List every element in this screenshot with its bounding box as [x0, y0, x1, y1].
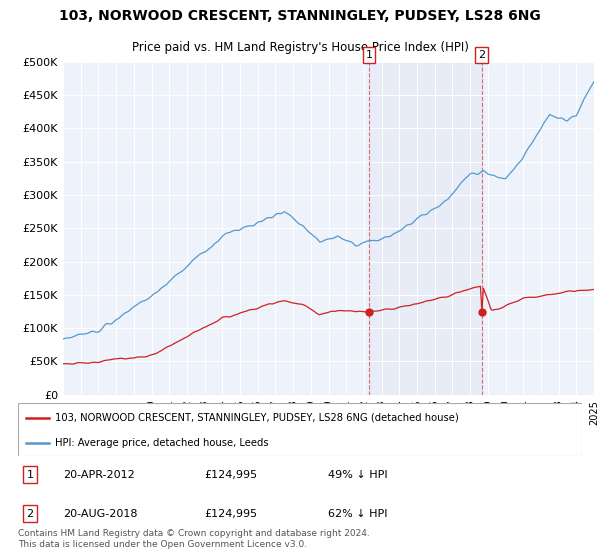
Text: 20-APR-2012: 20-APR-2012 [63, 470, 135, 479]
Text: 103, NORWOOD CRESCENT, STANNINGLEY, PUDSEY, LS28 6NG (detached house): 103, NORWOOD CRESCENT, STANNINGLEY, PUDS… [55, 413, 458, 423]
Text: 1: 1 [366, 50, 373, 60]
Text: Contains HM Land Registry data © Crown copyright and database right 2024.
This d: Contains HM Land Registry data © Crown c… [18, 529, 370, 549]
Text: HPI: Average price, detached house, Leeds: HPI: Average price, detached house, Leed… [55, 438, 268, 448]
Text: Price paid vs. HM Land Registry's House Price Index (HPI): Price paid vs. HM Land Registry's House … [131, 41, 469, 54]
FancyBboxPatch shape [18, 403, 582, 456]
Text: £124,995: £124,995 [204, 470, 257, 479]
Text: £124,995: £124,995 [204, 509, 257, 519]
Text: 49% ↓ HPI: 49% ↓ HPI [328, 470, 388, 479]
Text: 103, NORWOOD CRESCENT, STANNINGLEY, PUDSEY, LS28 6NG: 103, NORWOOD CRESCENT, STANNINGLEY, PUDS… [59, 9, 541, 23]
Text: 1: 1 [26, 470, 34, 479]
Bar [369, 62, 482, 395]
Text: 20-AUG-2018: 20-AUG-2018 [63, 509, 137, 519]
Text: 2: 2 [478, 50, 485, 60]
Text: 2: 2 [26, 509, 34, 519]
Text: 62% ↓ HPI: 62% ↓ HPI [328, 509, 388, 519]
